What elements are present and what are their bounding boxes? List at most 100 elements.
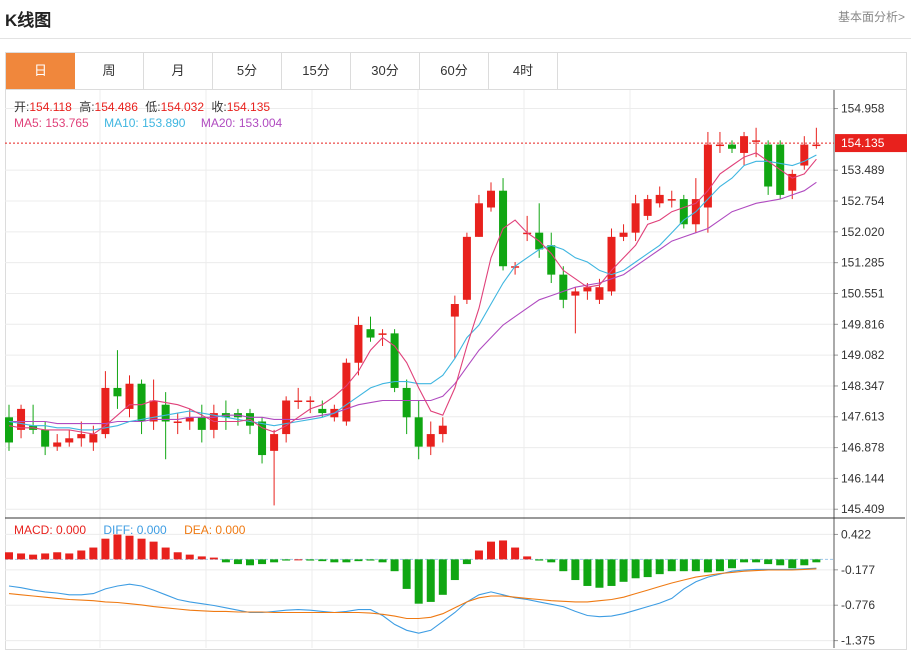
candle-body (354, 324, 363, 363)
macd-bar (306, 559, 315, 561)
tab-month[interactable]: 月 (144, 53, 213, 89)
ohlc-legend: 开:154.118 高:154.486 低:154.032 收:154.135 (14, 98, 274, 115)
macd-bar (812, 559, 821, 563)
candle-body (788, 173, 797, 191)
macd-bar (571, 559, 580, 581)
macd-bar (330, 559, 339, 563)
diff-line (8, 567, 817, 634)
candle-body (667, 199, 676, 201)
macd-bar (29, 554, 38, 560)
macd-bar (631, 559, 640, 579)
fundamental-analysis-link[interactable]: 基本面分析> (837, 10, 905, 24)
y-tick-label: 146.878 (841, 441, 885, 455)
y-tick-label: 145.409 (841, 502, 885, 516)
tab-day[interactable]: 日 (6, 53, 75, 89)
candle-body (306, 400, 315, 403)
ma10-legend: MA10: 153.890 (104, 116, 185, 130)
tab-15min[interactable]: 15分 (282, 53, 351, 89)
candle-body (137, 383, 146, 422)
open-label: 开: (14, 100, 30, 114)
macd-bar (800, 559, 809, 566)
macd-bar (246, 559, 254, 566)
macd-bar (595, 559, 604, 588)
macd-bar (655, 559, 664, 575)
macd-bar (161, 547, 170, 560)
ma5-line (8, 152, 817, 435)
ma20-value: 153.004 (238, 116, 283, 130)
candle-body (643, 199, 652, 216)
macd-bar (41, 553, 50, 560)
candle-body (378, 333, 387, 335)
macd-bar (5, 552, 13, 560)
macd-bar (77, 550, 86, 560)
ma20-line (9, 181, 817, 425)
candle-body (655, 194, 664, 204)
candle-body (113, 387, 122, 397)
candle-body (149, 400, 158, 422)
macd-bar (318, 559, 327, 562)
candle-body (125, 383, 134, 409)
candle-body (390, 333, 399, 388)
y-tick-label: 154.958 (841, 102, 885, 116)
candle-body (438, 425, 447, 435)
candle-body (89, 434, 98, 443)
macd-bar (113, 534, 122, 560)
macd-bar (535, 559, 544, 561)
dea-line (8, 568, 817, 620)
open-value: 154.118 (29, 100, 72, 114)
candle-body (523, 232, 532, 235)
macd-bar (89, 547, 98, 560)
macd-bar (402, 559, 411, 589)
macd-bar (258, 559, 267, 565)
candle-body (631, 203, 640, 233)
macd-y-tick-label: -0.177 (841, 563, 875, 577)
y-tick-label: 146.144 (841, 471, 885, 485)
y-tick-label: 148.347 (841, 379, 885, 393)
y-tick-label: 149.816 (841, 317, 885, 331)
macd-bar (221, 559, 230, 563)
tab-30min[interactable]: 30分 (351, 53, 420, 89)
macd-bar (764, 559, 773, 565)
candle-body (173, 421, 182, 423)
page-title: K线图 (5, 11, 52, 30)
y-tick-label: 147.613 (841, 410, 885, 424)
candle-body (595, 287, 604, 300)
macd-bar (752, 559, 761, 563)
low-label: 低: (145, 100, 161, 114)
macd-bar (354, 559, 363, 562)
macd-bar (366, 559, 375, 561)
candle-body (17, 408, 26, 430)
macd-bar (474, 550, 483, 560)
macd-bar (414, 559, 423, 604)
macd-bar (294, 559, 303, 561)
candle-body (619, 232, 628, 237)
macd-y-tick-label: -0.776 (841, 598, 875, 612)
candle-body (487, 190, 495, 208)
macd-y-tick-label: -1.375 (841, 634, 875, 648)
macd-bar (703, 559, 712, 573)
macd-value: 0.000 (56, 523, 87, 537)
macd-legend-item: MACD: 0.000 (14, 523, 86, 537)
macd-bar (125, 535, 134, 560)
tab-5min[interactable]: 5分 (213, 53, 282, 89)
macd-bar (185, 554, 194, 560)
ma5-value: 153.765 (45, 116, 89, 130)
tab-60min[interactable]: 60分 (420, 53, 489, 89)
macd-bar (209, 557, 218, 560)
macd-bar (728, 559, 736, 569)
tab-week[interactable]: 周 (75, 53, 144, 89)
tab-4hour[interactable]: 4时 (489, 53, 558, 89)
y-tick-label: 150.551 (841, 286, 885, 300)
y-tick-label: 152.020 (841, 225, 885, 239)
macd-bar (53, 552, 62, 560)
candle-body (764, 144, 773, 187)
candle-body (161, 404, 170, 422)
ma20-label: MA20: (200, 116, 239, 130)
diff-legend-item: DIFF: 0.000 (103, 523, 166, 537)
diff-label: DIFF: (103, 523, 137, 537)
macd-bar (523, 556, 532, 560)
macd-bar (390, 559, 399, 572)
dea-value: 0.000 (215, 523, 246, 537)
macd-bar (511, 547, 520, 560)
